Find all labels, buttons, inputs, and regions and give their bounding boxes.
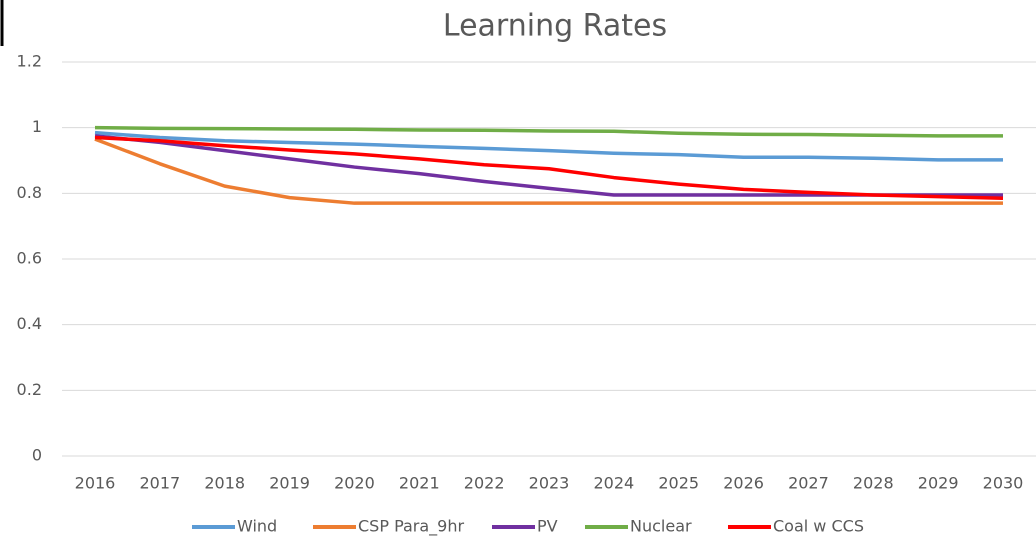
- legend-label: Coal w CCS: [773, 517, 864, 536]
- x-tick-label: 2020: [334, 474, 375, 493]
- y-tick-label: 0.8: [17, 183, 42, 202]
- series-line: [94, 130, 1003, 162]
- x-tick-label: 2017: [139, 474, 180, 493]
- x-tick-label: 2025: [658, 474, 699, 493]
- x-tick-label: 2023: [529, 474, 570, 493]
- x-tick-label: 2021: [399, 474, 440, 493]
- chart-title: Learning Rates: [443, 9, 667, 44]
- y-tick-label: 1.2: [17, 52, 42, 71]
- x-tick-label: 2016: [75, 474, 116, 493]
- x-tick-label: 2026: [723, 474, 764, 493]
- x-tick-label: 2022: [464, 474, 505, 493]
- legend-label: Wind: [237, 517, 277, 536]
- y-tick-label: 1: [32, 117, 42, 136]
- x-tick-label: 2030: [983, 474, 1024, 493]
- y-tick-label: 0: [32, 446, 42, 465]
- x-tick-label: 2027: [788, 474, 829, 493]
- y-tick-label: 0.2: [17, 380, 42, 399]
- x-tick-label: 2028: [853, 474, 894, 493]
- x-tick-label: 2018: [204, 474, 245, 493]
- legend-label: CSP Para_9hr: [358, 517, 465, 537]
- series-line: [94, 137, 1003, 205]
- series-line: [94, 135, 1004, 201]
- x-tick-label: 2029: [918, 474, 959, 493]
- legend-label: Nuclear: [630, 517, 692, 536]
- y-tick-label: 0.6: [17, 249, 42, 268]
- series-line: [94, 125, 1003, 138]
- legend-label: PV: [537, 517, 558, 536]
- x-tick-label: 2019: [269, 474, 310, 493]
- x-tick-label: 2024: [593, 474, 634, 493]
- y-tick-label: 0.4: [17, 314, 42, 333]
